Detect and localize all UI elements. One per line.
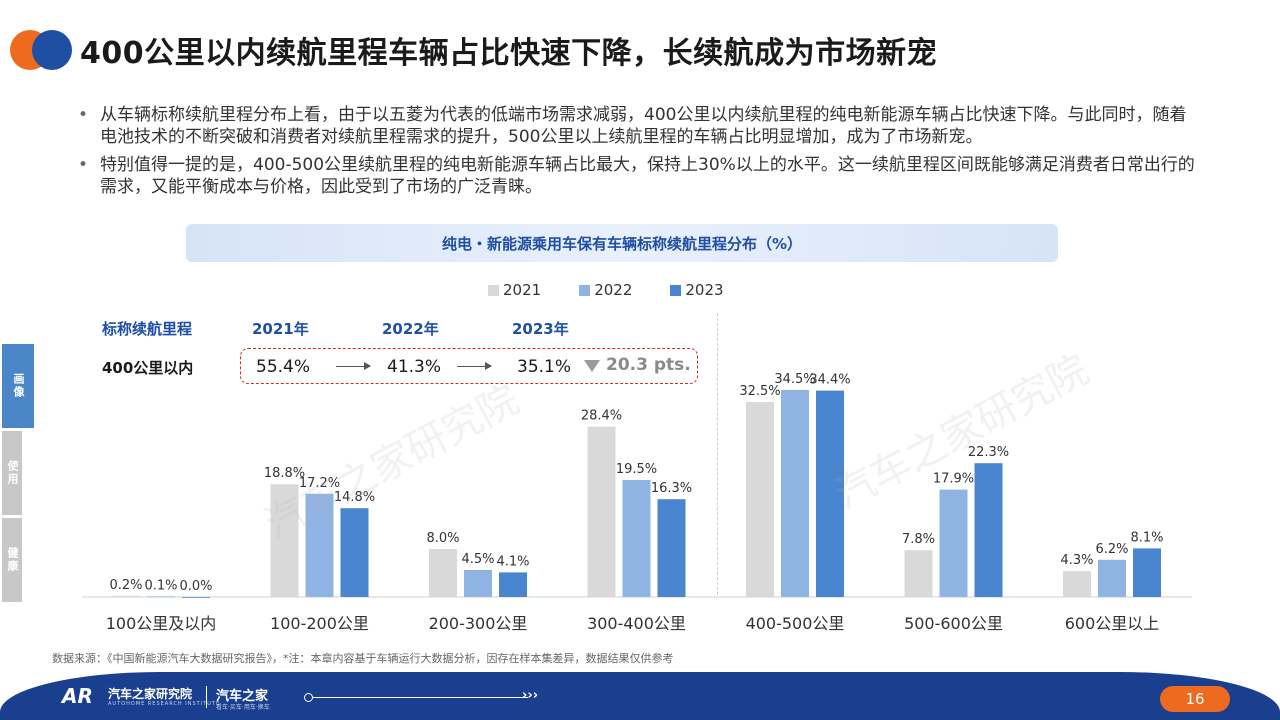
bar-2022-1 bbox=[305, 493, 334, 597]
bar-2023-1 bbox=[340, 508, 369, 597]
chevrons-right-icon: ››› bbox=[522, 688, 539, 703]
data-label: 34.4% bbox=[809, 373, 850, 388]
legend-swatch bbox=[488, 284, 499, 296]
legend-swatch bbox=[579, 284, 591, 296]
info-year-2022: 2022年 bbox=[382, 320, 439, 338]
side-tab-portrait[interactable]: 画像 bbox=[2, 344, 34, 428]
bullet-item: 从车辆标称续航里程分布上看，由于以五菱为代表的低端市场需求减弱，400公里以内续… bbox=[78, 104, 1198, 148]
x-tick-label: 600公里以上 bbox=[1065, 614, 1160, 633]
chart-title: 纯电・新能源乘用车保有车辆标称续航里程分布（%） bbox=[186, 224, 1058, 262]
x-tick-label: 400-500公里 bbox=[746, 614, 845, 633]
legend-item-2022: 2022 bbox=[579, 281, 632, 299]
data-label: 19.5% bbox=[616, 462, 657, 477]
data-label: 32.5% bbox=[739, 384, 780, 399]
data-label: 0.0% bbox=[179, 579, 212, 594]
bar-2021-1 bbox=[270, 484, 299, 597]
data-label: 4.5% bbox=[461, 552, 494, 567]
bar-2023-2 bbox=[499, 572, 527, 597]
legend-label: 2021 bbox=[503, 281, 542, 299]
info-value-2021: 55.4% bbox=[256, 357, 311, 377]
data-source: 数据来源：《中国新能源汽车大数据研究报告》，*注：本章内容基于车辆运行大数据分析… bbox=[52, 652, 674, 665]
side-tab-health[interactable]: 健康 bbox=[2, 518, 22, 602]
footer-bar bbox=[0, 672, 1280, 720]
bar-2023-5 bbox=[974, 463, 1003, 597]
data-label: 16.3% bbox=[651, 481, 692, 496]
bar-2021-0 bbox=[112, 595, 140, 597]
arrow-right-icon bbox=[457, 362, 492, 370]
bar-2022-0 bbox=[147, 596, 175, 598]
info-value-2022: 41.3% bbox=[387, 357, 442, 377]
data-label: 4.3% bbox=[1060, 553, 1093, 568]
info-row-label: 400公里以内 bbox=[102, 359, 194, 377]
triangle-down-icon bbox=[584, 360, 600, 372]
x-tick-label: 100-200公里 bbox=[270, 614, 369, 633]
brand-name: 汽车之家 bbox=[216, 689, 269, 704]
data-label: 34.5% bbox=[774, 372, 815, 387]
bar-2023-0 bbox=[182, 597, 210, 598]
info-year-2021: 2021年 bbox=[252, 320, 309, 338]
side-tabs: 画像 使用 健康 bbox=[2, 344, 34, 605]
bar-2021-2 bbox=[429, 549, 457, 597]
data-label: 22.3% bbox=[968, 445, 1009, 460]
bar-2023-4 bbox=[816, 390, 844, 597]
legend-label: 2023 bbox=[685, 281, 724, 299]
data-label: 0.2% bbox=[109, 578, 142, 593]
highlight-box bbox=[240, 348, 698, 384]
data-label: 18.8% bbox=[264, 466, 305, 481]
legend-swatch bbox=[670, 284, 682, 296]
data-label: 0.1% bbox=[144, 578, 177, 593]
bar-2022-5 bbox=[939, 489, 968, 597]
data-label: 8.0% bbox=[426, 531, 459, 546]
info-year-2023: 2023年 bbox=[512, 320, 569, 338]
legend-item-2021: 2021 bbox=[488, 281, 541, 299]
side-tab-usage[interactable]: 使用 bbox=[2, 431, 22, 515]
bar-2022-4 bbox=[781, 390, 809, 597]
bar-2022-3 bbox=[622, 480, 651, 597]
chart-legend: 2021 2022 2023 bbox=[488, 281, 762, 299]
bar-2021-3 bbox=[587, 426, 616, 597]
data-label: 8.1% bbox=[1130, 530, 1163, 545]
data-label: 14.8% bbox=[334, 490, 375, 505]
drop-value: 20.3 pts. bbox=[606, 355, 691, 375]
data-label: 4.1% bbox=[496, 554, 529, 569]
data-label: 7.8% bbox=[902, 532, 935, 547]
bar-2021-6 bbox=[1063, 571, 1091, 597]
data-label: 17.2% bbox=[299, 476, 340, 491]
legend-label: 2022 bbox=[594, 281, 633, 299]
page-title: 400公里以内续航里程车辆占比快速下降，长续航成为市场新宠 bbox=[80, 36, 938, 71]
blue-dot-icon bbox=[32, 30, 72, 70]
data-label: 28.4% bbox=[581, 409, 622, 424]
bullet-item: 特别值得一提的是，400-500公里续航里程的纯电新能源车辆占比最大，保持上30… bbox=[78, 154, 1198, 198]
legend-item-2023: 2023 bbox=[670, 281, 724, 299]
logo-dots bbox=[10, 30, 72, 70]
bar-2023-6 bbox=[1133, 548, 1161, 597]
data-label: 17.9% bbox=[933, 472, 974, 487]
x-tick-label: 500-600公里 bbox=[904, 614, 1003, 633]
institute-name: 汽车之家研究院 bbox=[108, 687, 193, 701]
chart-divider bbox=[717, 313, 718, 595]
x-tick-label: 300-400公里 bbox=[587, 614, 686, 633]
data-label: 6.2% bbox=[1095, 542, 1128, 557]
brand-slogan: 看车·买车·用车·换车 bbox=[216, 704, 270, 711]
institute-logo: AR bbox=[62, 684, 93, 708]
x-tick-label: 200-300公里 bbox=[429, 614, 528, 633]
footer-progress-line bbox=[304, 693, 528, 702]
info-value-2023: 35.1% bbox=[517, 357, 572, 377]
footer-separator bbox=[206, 686, 207, 708]
page-number: 16 bbox=[1160, 686, 1230, 712]
info-header-label: 标称续航里程 bbox=[102, 320, 193, 338]
institute-name-en: AUTOHOME RESEARCH INSTITUTE bbox=[108, 701, 221, 707]
bar-2022-2 bbox=[464, 570, 492, 597]
bar-2022-6 bbox=[1098, 559, 1126, 597]
bullet-list: 从车辆标称续航里程分布上看，由于以五菱为代表的低端市场需求减弱，400公里以内续… bbox=[78, 104, 1198, 204]
x-tick-label: 100公里及以内 bbox=[106, 614, 217, 633]
bar-2021-4 bbox=[746, 402, 774, 597]
bar-2023-3 bbox=[657, 499, 686, 597]
bar-2021-5 bbox=[904, 550, 933, 597]
arrow-right-icon bbox=[336, 362, 371, 370]
